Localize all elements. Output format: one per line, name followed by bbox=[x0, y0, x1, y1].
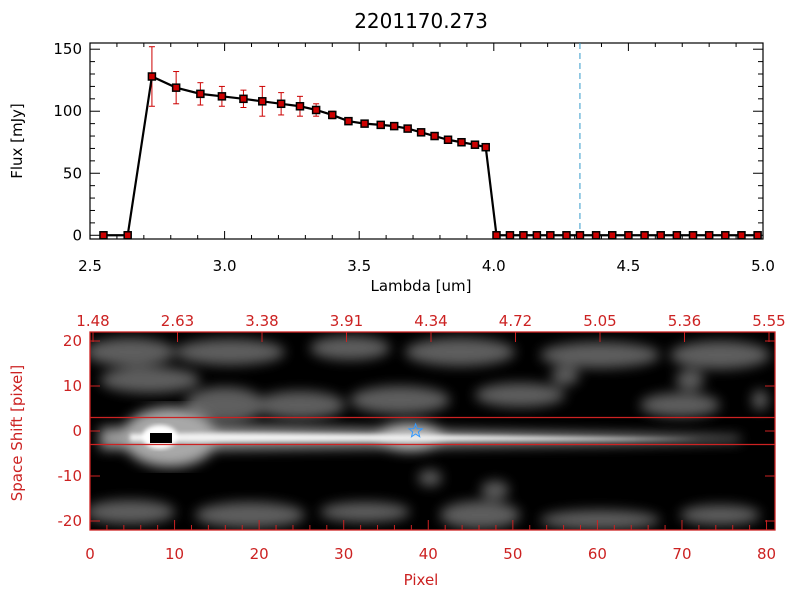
wavelength-tick-label: 5.36 bbox=[668, 312, 701, 330]
x-tick-label: 2.5 bbox=[78, 257, 102, 275]
data-point bbox=[688, 231, 698, 240]
data-point bbox=[328, 110, 337, 120]
data-point bbox=[276, 99, 286, 109]
data-point bbox=[672, 231, 682, 240]
pixel-tick-label: 70 bbox=[672, 545, 691, 563]
data-point bbox=[217, 92, 227, 101]
data-point bbox=[753, 231, 762, 240]
data-point bbox=[481, 142, 490, 152]
data-point bbox=[656, 231, 665, 240]
source-star-icon bbox=[407, 422, 424, 438]
pixel-tick-label: 50 bbox=[503, 545, 522, 563]
data-point bbox=[416, 128, 426, 137]
space-shift-y-axis: -20 -10 0 10 20 bbox=[58, 332, 775, 530]
data-point bbox=[403, 124, 412, 133]
data-point bbox=[443, 135, 453, 145]
y-tick-label: 150 bbox=[53, 40, 82, 58]
data-point bbox=[532, 231, 542, 240]
data-point bbox=[311, 105, 321, 115]
wavelength-tick-label: 2.63 bbox=[161, 312, 194, 330]
data-point bbox=[737, 231, 746, 240]
data-point bbox=[295, 102, 305, 111]
data-point bbox=[376, 120, 385, 130]
data-point bbox=[123, 231, 132, 240]
wavelength-tick-label: 1.48 bbox=[76, 312, 109, 330]
shift-tick-label: -20 bbox=[58, 512, 83, 530]
x-tick-label: 3.0 bbox=[213, 257, 237, 275]
spectrum-line bbox=[103, 74, 758, 237]
data-point bbox=[519, 231, 528, 240]
spatial-heatmap: 0 10 20 30 40 50 60 70 80 1.48 2.63 3.38 3.91 4.34 4.… bbox=[8, 312, 786, 589]
shift-tick-label: -10 bbox=[58, 467, 83, 485]
pixel-axis-label: Pixel bbox=[404, 571, 439, 589]
data-point bbox=[99, 231, 108, 240]
space-shift-axis-label: Space Shift [pixel] bbox=[8, 365, 26, 502]
y-tick-label: 0 bbox=[72, 226, 82, 244]
shift-tick-label: 0 bbox=[72, 422, 82, 440]
pixel-tick-label: 10 bbox=[165, 545, 184, 563]
chart-title: 2201170.273 bbox=[354, 9, 488, 33]
wavelength-tick-label: 5.55 bbox=[752, 312, 785, 330]
data-point bbox=[492, 231, 501, 240]
data-point bbox=[344, 116, 353, 126]
y-axis-label: Flux [mJy] bbox=[8, 103, 26, 179]
pixel-tick-label: 80 bbox=[757, 545, 776, 563]
pixel-tick-label: 30 bbox=[334, 545, 353, 563]
x-tick-label: 5.0 bbox=[751, 257, 775, 275]
y-tick-label: 100 bbox=[53, 102, 82, 120]
wavelength-tick-label: 3.91 bbox=[330, 312, 363, 330]
data-point bbox=[562, 231, 571, 240]
data-point bbox=[640, 231, 649, 240]
data-point bbox=[704, 231, 714, 240]
data-point bbox=[607, 231, 617, 240]
y-tick-label: 50 bbox=[63, 164, 82, 182]
data-point bbox=[147, 72, 157, 81]
data-point bbox=[575, 231, 585, 240]
spectrum-x-axis: 2.5 3.0 3.5 4.0 4.5 5.0 bbox=[78, 43, 775, 275]
pixel-x-axis: 0 10 20 30 40 50 60 70 80 bbox=[85, 520, 776, 563]
data-point bbox=[389, 121, 399, 131]
pixel-tick-label: 60 bbox=[588, 545, 607, 563]
x-tick-label: 3.5 bbox=[347, 257, 371, 275]
data-point bbox=[624, 231, 633, 240]
spectrum-plot: 2201170.273 2.5 3.0 3.5 4.0 4.5 5.0 0 50 100 150… bbox=[8, 9, 775, 295]
heatmap-image bbox=[90, 336, 770, 530]
x-axis-label: Lambda [um] bbox=[371, 277, 472, 295]
pixel-tick-label: 40 bbox=[419, 545, 438, 563]
wavelength-tick-label: 3.38 bbox=[245, 312, 278, 330]
x-tick-label: 4.0 bbox=[482, 257, 506, 275]
wavelength-tick-label: 4.72 bbox=[499, 312, 532, 330]
spectrum-plot-frame bbox=[89, 42, 764, 240]
shift-tick-label: 10 bbox=[63, 377, 82, 395]
data-point bbox=[430, 131, 439, 141]
wavelength-tick-label: 4.34 bbox=[414, 312, 447, 330]
data-point bbox=[239, 94, 248, 104]
shift-tick-label: 20 bbox=[63, 332, 82, 350]
pixel-tick-label: 0 bbox=[85, 545, 95, 563]
spectrum-y-axis: 0 50 100 150 bbox=[53, 40, 763, 244]
pixel-tick-label: 20 bbox=[250, 545, 269, 563]
data-point bbox=[505, 231, 515, 240]
data-point bbox=[721, 231, 730, 240]
data-point bbox=[360, 119, 369, 128]
data-point bbox=[470, 140, 480, 149]
spectrum-markers bbox=[99, 72, 762, 240]
data-point bbox=[258, 97, 267, 106]
wavelength-tick-label: 5.05 bbox=[583, 312, 616, 330]
data-point bbox=[546, 231, 555, 240]
data-point bbox=[196, 89, 205, 99]
data-point bbox=[591, 231, 601, 240]
data-point bbox=[171, 83, 181, 92]
wavelength-top-axis: 1.48 2.63 3.38 3.91 4.34 4.72 5.05 5.36 5.55 bbox=[76, 312, 786, 342]
data-point bbox=[457, 137, 466, 147]
x-tick-label: 4.5 bbox=[616, 257, 640, 275]
